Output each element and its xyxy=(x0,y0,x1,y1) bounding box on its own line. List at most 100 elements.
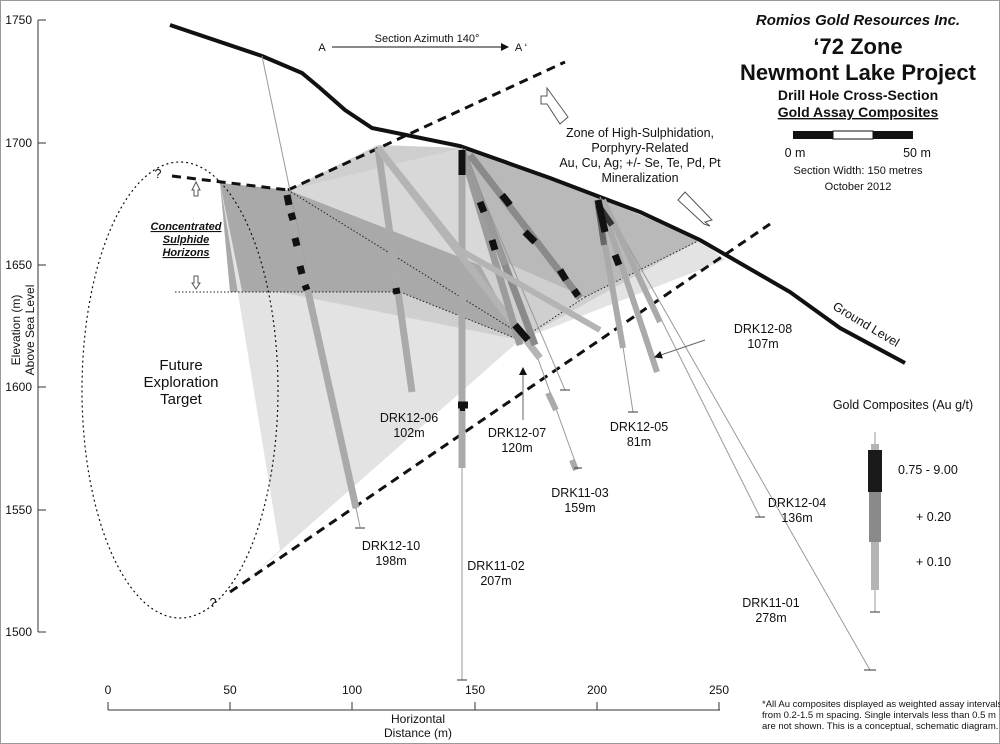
azimuth-label: Section Azimuth 140° xyxy=(375,33,480,45)
hole-depth: 207m xyxy=(480,574,511,588)
hole-depth: 120m xyxy=(501,441,532,455)
y-axis-label: Elevation (m) xyxy=(9,295,23,366)
hole-depth: 102m xyxy=(393,426,424,440)
annotation-arrows xyxy=(332,43,706,420)
hole-depth: 278m xyxy=(755,611,786,625)
future-target-ellipse xyxy=(81,161,279,619)
label-text: Exploration xyxy=(143,374,218,391)
arrow-down-right-icon xyxy=(677,191,713,227)
y-axis: 1750 1700 1650 1600 1550 1500 Elevation … xyxy=(5,13,46,639)
legend-swatch-low xyxy=(871,444,879,450)
footnote-text: from 0.2-1.5 m spacing. Single intervals… xyxy=(762,710,996,721)
label-text: Future xyxy=(159,357,202,374)
zone-text: Porphyry-Related xyxy=(591,141,688,155)
outline-arrows xyxy=(191,86,713,290)
zone-title: ‘72 Zone xyxy=(813,34,902,59)
future-target-label: Future Exploration Target xyxy=(143,357,218,408)
hole-name: DRK12-10 xyxy=(362,539,420,553)
x-tick-label: 150 xyxy=(465,683,485,697)
arrow-up-left-icon xyxy=(540,86,569,125)
label-text: Sulphide xyxy=(163,234,209,246)
x-axis: 0 50 100 150 200 250 Horizontal Distance… xyxy=(105,683,730,740)
hole-depth: 107m xyxy=(747,337,778,351)
footnote: *All Au composites displayed as weighted… xyxy=(762,699,1000,732)
hole-depth: 198m xyxy=(375,554,406,568)
hole-labels: DRK12-06 102m DRK12-07 120m DRK11-03 159… xyxy=(362,322,826,625)
legend-high: 0.75 - 9.00 xyxy=(898,463,958,477)
y-tick-label: 1500 xyxy=(5,625,32,639)
y-tick-label: 1550 xyxy=(5,503,32,517)
label-text: Target xyxy=(160,391,203,408)
y-tick-label: 1600 xyxy=(5,380,32,394)
concentrated-sulphide-label: Concentrated Sulphide Horizons xyxy=(151,221,222,259)
arrow-down-icon xyxy=(191,275,201,290)
title-block: Romios Gold Resources Inc. ‘72 Zone Newm… xyxy=(740,12,977,193)
y-tick-label: 1750 xyxy=(5,13,32,27)
hole-name: DRK11-02 xyxy=(467,559,524,573)
hole-name: DRK12-07 xyxy=(488,426,546,440)
drk12-08-pointer xyxy=(654,339,706,359)
legend-mid: + 0.20 xyxy=(916,510,951,524)
legend-swatch-high xyxy=(868,450,882,492)
zone-boundaries xyxy=(171,60,771,594)
company-name: Romios Gold Resources Inc. xyxy=(756,12,960,29)
section-subtitle-2: Gold Assay Composites xyxy=(778,104,939,120)
question-mark: ? xyxy=(155,167,162,181)
footnote-text: *All Au composites displayed as weighted… xyxy=(762,699,1000,710)
x-axis-label: Distance (m) xyxy=(384,726,452,740)
section-date: October 2012 xyxy=(825,181,892,193)
high-grade-intervals xyxy=(283,150,623,409)
hole-name: DRK12-04 xyxy=(768,496,826,510)
x-tick-label: 100 xyxy=(342,683,362,697)
hole-drk12-04 xyxy=(600,198,663,324)
exploration-zone-fill xyxy=(220,145,725,590)
arrow-up-icon xyxy=(191,180,201,197)
x-tick-label: 50 xyxy=(223,683,237,697)
section-subtitle: Drill Hole Cross-Section xyxy=(778,87,938,103)
hole-drk12-08 xyxy=(597,199,660,373)
section-width: Section Width: 150 metres xyxy=(793,165,923,177)
y-tick-label: 1700 xyxy=(5,136,32,150)
hole-drk12-06 xyxy=(374,147,416,393)
azimuth-end: A ‘ xyxy=(515,42,527,54)
legend-title: Gold Composites (Au g/t) xyxy=(833,398,973,412)
hole-segment xyxy=(458,247,602,333)
x-tick-label: 0 xyxy=(105,683,112,697)
hole-name: DRK12-06 xyxy=(380,411,438,425)
x-tick-label: 200 xyxy=(587,683,607,697)
scale-end: 50 m xyxy=(903,146,931,160)
wedge-fill xyxy=(220,183,280,550)
legend-swatch-mid xyxy=(869,492,881,542)
hole-segment xyxy=(545,391,559,412)
scale-start: 0 m xyxy=(785,146,806,160)
azimuth-start: A xyxy=(318,42,326,54)
project-title: Newmont Lake Project xyxy=(740,60,977,85)
azimuth-block: A Section Azimuth 140° A ‘ xyxy=(318,33,527,54)
footnote-text: are not shown. This is a conceptual, sch… xyxy=(762,721,998,732)
zone-annotation: Zone of High-Sulphidation, Porphyry-Rela… xyxy=(559,126,721,185)
y-tick-label: 1650 xyxy=(5,258,32,272)
ground-surface-line xyxy=(169,23,906,365)
hole-depth: 159m xyxy=(564,501,595,515)
hole-name: DRK11-01 xyxy=(742,596,799,610)
hole-depth: 81m xyxy=(627,435,651,449)
zone-text: Zone of High-Sulphidation, xyxy=(566,126,714,140)
x-tick-label: 250 xyxy=(709,683,729,697)
hole-name: DRK12-05 xyxy=(610,420,668,434)
label-text: Horizons xyxy=(162,247,209,259)
y-axis-label: Above Sea Level xyxy=(23,285,37,376)
hole-end-ticks xyxy=(355,389,876,681)
x-axis-label: Horizontal xyxy=(391,712,445,726)
legend: Gold Composites (Au g/t) 0.75 - 9.00 + 0… xyxy=(833,398,973,613)
zone-text: Mineralization xyxy=(601,171,678,185)
legend-low: + 0.10 xyxy=(916,555,951,569)
legend-swatch-low xyxy=(871,542,879,590)
scale-bar-dark xyxy=(793,131,833,139)
hole-name: DRK12-08 xyxy=(734,322,792,336)
label-text: Concentrated xyxy=(151,221,222,233)
hole-depth: 136m xyxy=(781,511,812,525)
question-mark: ? xyxy=(210,596,217,610)
zone-text: Au, Cu, Ag; +/- Se, Te, Pd, Pt xyxy=(559,156,721,170)
hole-segment xyxy=(377,148,463,252)
